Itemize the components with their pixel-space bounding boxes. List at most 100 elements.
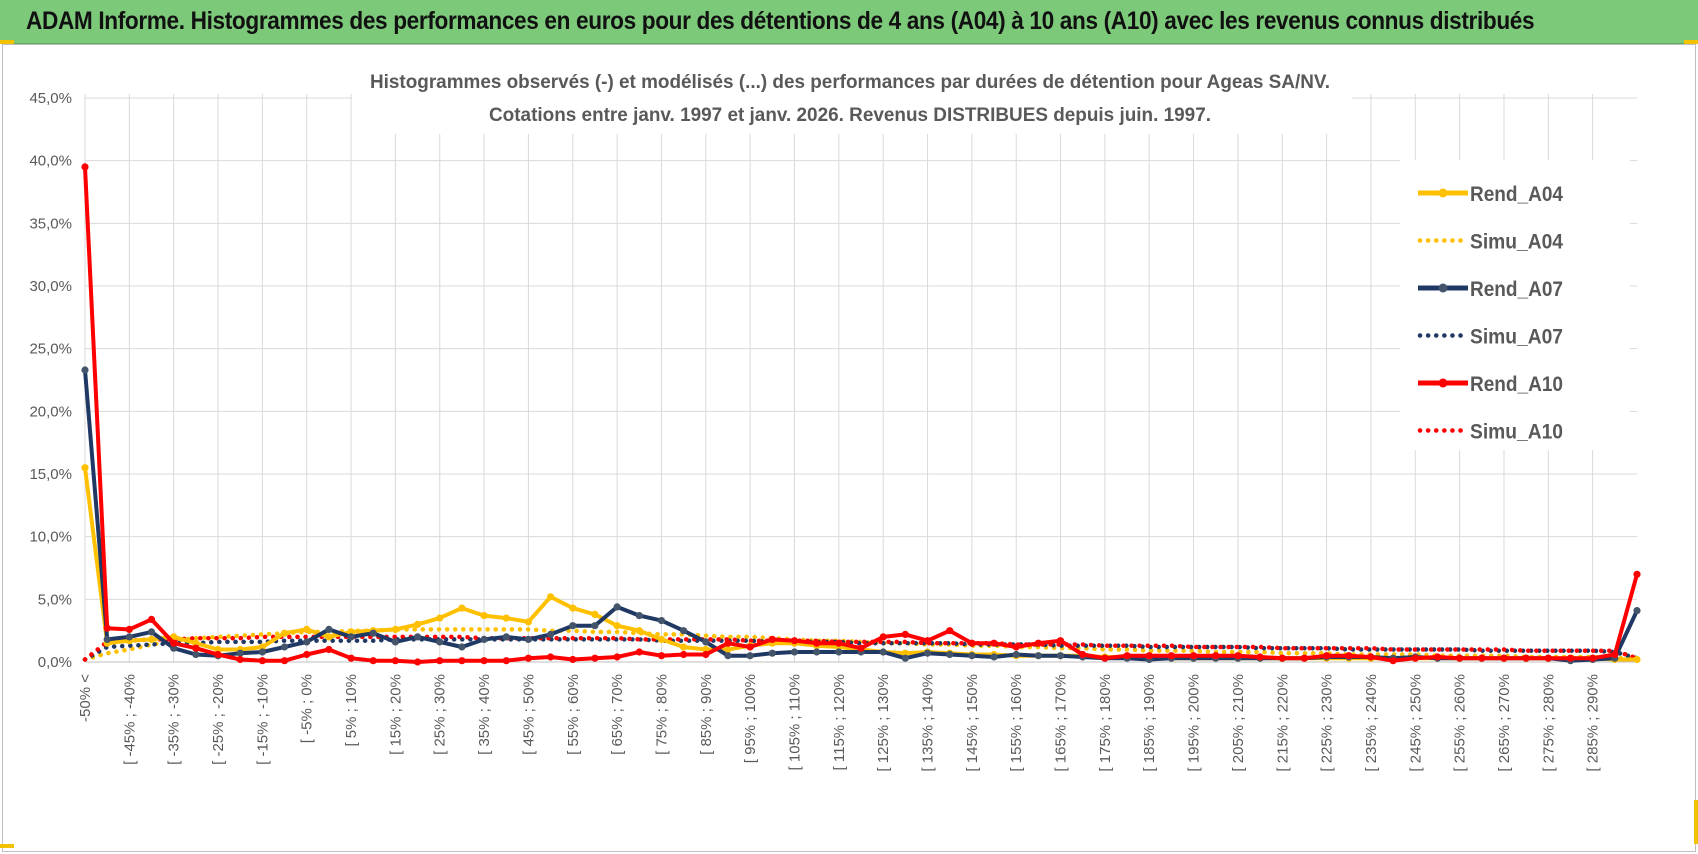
point-Rend_A10 (1633, 570, 1641, 578)
point-Rend_A10 (879, 633, 887, 641)
point-Rend_A04 (147, 635, 156, 644)
point-Rend_A07 (547, 630, 555, 639)
point-Rend_A10 (236, 655, 244, 664)
x-axis-ticks: -50% < [ -45% ; -40% [ -35% ; -30% [ -25% ;… (77, 674, 1602, 772)
y-tick-label: 25,0% (29, 341, 72, 358)
x-tick-label: [ 105% ; 110% (786, 674, 803, 770)
x-tick-label: [ 155% ; 160% (1008, 674, 1025, 772)
point-Rend_A10 (325, 645, 333, 654)
point-Rend_A07 (790, 648, 799, 656)
point-Rend_A10 (1079, 650, 1087, 659)
point-Rend_A07 (458, 643, 466, 651)
legend-marker (1438, 378, 1448, 388)
point-Rend_A07 (835, 648, 843, 656)
legend-item-Rend_A10: Rend_A10 (1418, 373, 1563, 396)
point-Rend_A07 (502, 633, 510, 641)
legend: Rend_A04 Simu_A04 Rend_A07 Simu_A07 Rend_A10… (1417, 183, 1563, 444)
point-Rend_A10 (125, 625, 133, 634)
corner-mark (1694, 800, 1698, 844)
legend-item-Simu_A10: Simu_A10 (1417, 421, 1563, 444)
point-Rend_A10 (1522, 654, 1530, 662)
series-layer (81, 163, 1641, 666)
point-Rend_A07 (1056, 652, 1065, 660)
point-Rend_A10 (1323, 652, 1331, 660)
point-Rend_A10 (1145, 652, 1153, 660)
point-Rend_A10 (414, 658, 422, 666)
point-Rend_A07 (946, 650, 954, 659)
point-Rend_A10 (1345, 652, 1353, 660)
point-Rend_A07 (414, 633, 422, 641)
corner-mark (1684, 40, 1698, 44)
point-Rend_A07 (369, 629, 377, 637)
point-Rend_A04 (81, 464, 89, 472)
x-tick-label: [ 115% ; 120% (831, 674, 848, 770)
legend-marker (1438, 283, 1448, 293)
point-Rend_A10 (458, 657, 466, 665)
point-Rend_A07 (258, 648, 266, 656)
x-tick-label: [ 165% ; 170% (1053, 674, 1070, 772)
point-Rend_A07 (103, 635, 111, 644)
point-Rend_A07 (746, 652, 754, 660)
point-Rend_A07 (436, 638, 444, 646)
point-Rend_A04 (613, 622, 621, 630)
x-tick-label: [ 215% ; 220% (1274, 674, 1291, 772)
point-Rend_A07 (702, 638, 710, 646)
point-Rend_A04 (480, 612, 488, 620)
x-tick-label: [ 225% ; 230% (1319, 674, 1336, 772)
point-Rend_A10 (990, 639, 998, 647)
x-tick-label: [ 85% ; 90% (698, 674, 715, 755)
line-Simu_A07 (82, 637, 1640, 662)
point-Rend_A07 (81, 366, 89, 374)
point-Rend_A07 (680, 627, 688, 635)
x-tick-label: [ 245% ; 250% (1407, 674, 1424, 772)
point-Rend_A04 (458, 604, 466, 612)
x-tick-label: [ 235% ; 240% (1363, 674, 1380, 772)
header-bar: ADAM Informe. Histogrammes des performan… (0, 0, 1698, 44)
point-Rend_A04 (680, 643, 688, 651)
point-Rend_A10 (347, 654, 355, 662)
vertical-gridlines (84, 94, 1594, 662)
x-tick-label: [ 95% ; 100% (742, 674, 759, 763)
point-Rend_A10 (1456, 654, 1464, 662)
point-Rend_A10 (1034, 639, 1042, 647)
legend-label: Simu_A10 (1470, 421, 1563, 444)
y-tick-label: 45,0% (29, 90, 72, 107)
point-Rend_A10 (569, 655, 577, 664)
point-Rend_A10 (103, 624, 111, 632)
x-tick-label: [ 55% ; 60% (565, 674, 582, 755)
y-tick-label: 10,0% (29, 529, 72, 546)
legend-label: Rend_A07 (1470, 278, 1563, 301)
x-tick-label: [ 185% ; 190% (1141, 674, 1158, 772)
point-Rend_A07 (813, 648, 821, 656)
point-Rend_A07 (391, 638, 399, 646)
title-backdrop (352, 64, 1352, 134)
point-Rend_A07 (280, 643, 289, 651)
point-Rend_A04 (569, 604, 577, 612)
point-Rend_A07 (325, 625, 333, 634)
point-Rend_A10 (724, 639, 732, 647)
point-Rend_A07 (901, 654, 909, 662)
point-Rend_A07 (591, 622, 599, 630)
x-tick-label: [ -25% ; -20% (210, 674, 227, 765)
x-tick-label: [ 175% ; 180% (1097, 674, 1114, 772)
point-Rend_A10 (1123, 652, 1131, 660)
x-tick-label: [ 205% ; 210% (1230, 674, 1247, 772)
point-Rend_A10 (1433, 653, 1442, 661)
point-Rend_A10 (1212, 652, 1220, 660)
chart-subtitle: Cotations entre janv. 1997 et janv. 2026… (489, 105, 1211, 126)
point-Rend_A07 (635, 612, 643, 620)
point-Rend_A10 (391, 657, 399, 665)
point-Rend_A10 (1278, 654, 1286, 662)
x-tick-label: [ 75% ; 80% (653, 674, 670, 755)
x-tick-label: [ -5% ; 0% (299, 674, 316, 743)
point-Rend_A10 (790, 637, 799, 645)
point-Rend_A10 (635, 648, 643, 656)
point-Rend_A10 (214, 650, 222, 659)
point-Rend_A10 (1389, 657, 1397, 665)
point-Rend_A07 (303, 638, 311, 646)
point-Rend_A07 (613, 603, 621, 611)
point-Rend_A10 (147, 615, 156, 624)
point-Rend_A10 (547, 653, 555, 661)
point-Rend_A10 (968, 639, 976, 647)
point-Rend_A10 (1256, 653, 1264, 661)
